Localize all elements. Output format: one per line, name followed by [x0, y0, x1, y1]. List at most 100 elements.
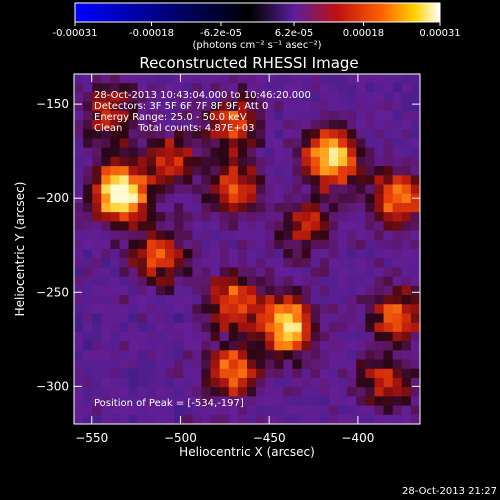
- heatmap-cell: [401, 166, 412, 176]
- heatmap-cell: [219, 147, 230, 158]
- heatmap-cell: [83, 74, 93, 84]
- heatmap-cell: [192, 258, 203, 269]
- heatmap-cell: [383, 230, 394, 241]
- heatmap-cell: [347, 396, 357, 407]
- x-tick-label: −550: [75, 431, 108, 445]
- heatmap-cell: [401, 120, 412, 130]
- heatmap-cell: [292, 239, 303, 250]
- heatmap-cell: [265, 175, 275, 186]
- heatmap-cell: [119, 414, 130, 424]
- heatmap-cell: [219, 120, 230, 130]
- heatmap-cell: [92, 156, 102, 167]
- heatmap-cell: [265, 359, 275, 370]
- heatmap-cell: [128, 249, 139, 259]
- heatmap-cell: [128, 405, 139, 416]
- heatmap-cell: [74, 285, 84, 296]
- heatmap-cell: [228, 129, 239, 140]
- heatmap-cell: [101, 147, 112, 158]
- heatmap-cell: [165, 83, 175, 94]
- heatmap-cell: [274, 138, 285, 149]
- heatmap-cell: [356, 304, 366, 315]
- heatmap-cell: [338, 92, 348, 103]
- heatmap-cell: [356, 267, 366, 278]
- heatmap-cell: [328, 387, 339, 397]
- heatmap-cell: [146, 202, 157, 213]
- heatmap-cell: [237, 156, 248, 167]
- heatmap-cell: [174, 359, 184, 370]
- heatmap-cell: [319, 322, 330, 333]
- heatmap-cell: [319, 129, 330, 140]
- heatmap-cell: [92, 249, 102, 259]
- heatmap-cell: [201, 74, 212, 84]
- heatmap-cell: [283, 276, 294, 287]
- heatmap-cell: [210, 239, 221, 250]
- heatmap-cell: [292, 414, 303, 424]
- heatmap-cell: [310, 184, 321, 195]
- heatmap-cell: [401, 313, 412, 324]
- heatmap-cells: [74, 74, 420, 424]
- heatmap-cell: [310, 202, 321, 213]
- heatmap-cell: [410, 175, 420, 186]
- heatmap-cell: [128, 258, 139, 269]
- heatmap-cell: [310, 193, 321, 204]
- heatmap-cell: [265, 230, 275, 241]
- heatmap-cell: [401, 101, 412, 112]
- heatmap-cell: [338, 341, 348, 351]
- heatmap-cell: [174, 396, 184, 407]
- heatmap-cell: [247, 110, 257, 121]
- heatmap-cell: [155, 129, 166, 140]
- heatmap-cell: [319, 304, 330, 315]
- heatmap-cell: [83, 184, 93, 195]
- heatmap-cell: [356, 414, 366, 424]
- heatmap-cell: [137, 331, 148, 342]
- heatmap-cell: [247, 138, 257, 149]
- heatmap-cell: [228, 387, 239, 397]
- heatmap-cell: [356, 147, 366, 158]
- heatmap-cell: [283, 221, 294, 232]
- heatmap-cell: [283, 377, 294, 388]
- heatmap-cell: [374, 258, 385, 269]
- heatmap-cell: [274, 331, 285, 342]
- heatmap-cell: [356, 341, 366, 351]
- heatmap-cell: [237, 322, 248, 333]
- heatmap-cell: [174, 387, 184, 397]
- heatmap-cell: [101, 156, 112, 167]
- heatmap-cell: [347, 239, 357, 250]
- heatmap-cell: [210, 202, 221, 213]
- heatmap-cell: [201, 377, 212, 388]
- heatmap-cell: [74, 295, 84, 305]
- heatmap-cell: [292, 322, 303, 333]
- heatmap-cell: [155, 322, 166, 333]
- heatmap-cell: [92, 239, 102, 250]
- heatmap-cell: [265, 322, 275, 333]
- heatmap-cell: [283, 341, 294, 351]
- heatmap-cell: [347, 258, 357, 269]
- heatmap-cell: [101, 193, 112, 204]
- heatmap-cell: [328, 322, 339, 333]
- heatmap-cell: [128, 322, 139, 333]
- heatmap-cell: [301, 74, 312, 84]
- heatmap-cell: [319, 341, 330, 351]
- heatmap-cell: [310, 295, 321, 305]
- heatmap-cell: [183, 92, 193, 103]
- heatmap-cell: [83, 368, 93, 379]
- heatmap-cell: [228, 377, 239, 388]
- heatmap-cell: [347, 295, 357, 305]
- heatmap-cell: [137, 129, 148, 140]
- heatmap-cell: [283, 267, 294, 278]
- info-line-time: 28-Oct-2013 10:43:04.000 to 10:46:20.000: [94, 90, 311, 101]
- heatmap-cell: [228, 267, 239, 278]
- heatmap-cell: [265, 129, 275, 140]
- heatmap-cell: [228, 285, 239, 296]
- heatmap-cell: [283, 202, 294, 213]
- heatmap-cell: [401, 156, 412, 167]
- heatmap-cell: [219, 110, 230, 121]
- heatmap-cell: [247, 101, 257, 112]
- heatmap-cell: [83, 276, 93, 287]
- colorbar-tick-label: -0.00031: [53, 28, 98, 39]
- heatmap-cell: [237, 230, 248, 241]
- heatmap-cell: [74, 110, 84, 121]
- heatmap-cell: [210, 322, 221, 333]
- heatmap-cell: [328, 83, 339, 94]
- heatmap-cell: [74, 359, 84, 370]
